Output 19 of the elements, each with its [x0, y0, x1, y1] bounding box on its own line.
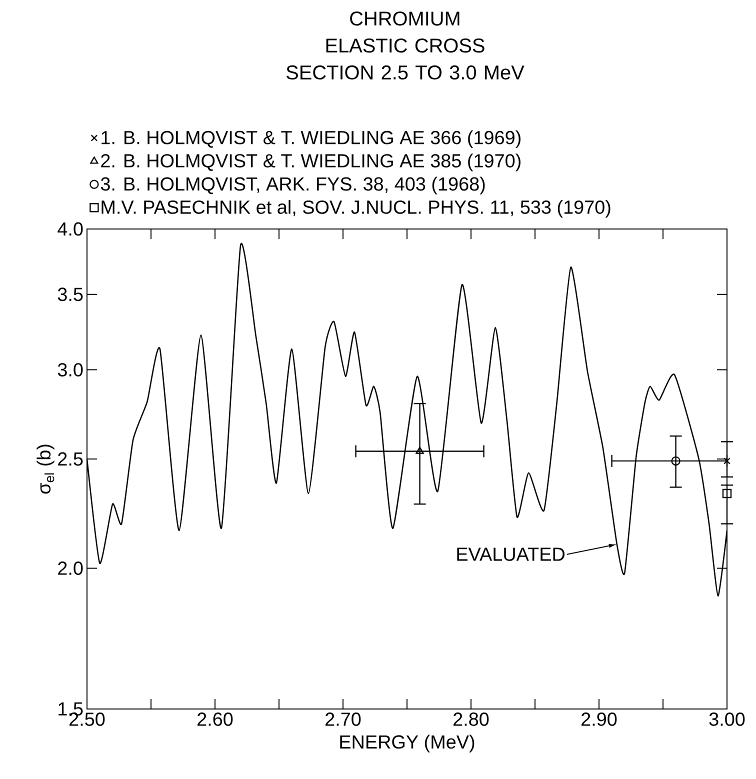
x-tick-label: 2.70 [326, 712, 361, 726]
x-axis-title: ENERGY (MeV) [340, 734, 474, 752]
legend-label: 1. B. HOLMQVIST & T. WIEDLING AE 366 (1969) [102, 130, 520, 148]
x-tick-label: 2.80 [454, 712, 489, 726]
y-tick-label: 2.5 [58, 452, 83, 466]
x-tick-label: 3.00 [709, 712, 745, 726]
y-tick-label: 3.5 [58, 288, 83, 302]
y-tick-label: 3.0 [58, 363, 83, 376]
chart-subtitle: ELASTIC CROSS SECTION 2.5 TO 3.0 MeV [286, 38, 524, 80]
x-tick-label: 2.90 [582, 712, 617, 726]
y-tick-label: 2.0 [58, 562, 83, 575]
chart-title: CHROMIUM [350, 12, 460, 26]
y-tick-label: 4.0 [58, 222, 83, 236]
y-axis-title: σ$_{el}$ (b) [36, 444, 54, 494]
annotation: EVALUATED [457, 548, 565, 561]
x-tick-label: 2.60 [198, 712, 233, 726]
legend-label: 3. B. HOLMQVIST, ARK. FYS. 38, 403 (1968) [100, 176, 485, 194]
legend-label: M.V. PASECHNIK et al, SOV. J.NUCL. PHYS. 11, 533 (1970) [102, 200, 610, 218]
legend-label: 2. B. HOLMQVIST & T. WIEDLING AE 385 (1970) [101, 154, 520, 172]
